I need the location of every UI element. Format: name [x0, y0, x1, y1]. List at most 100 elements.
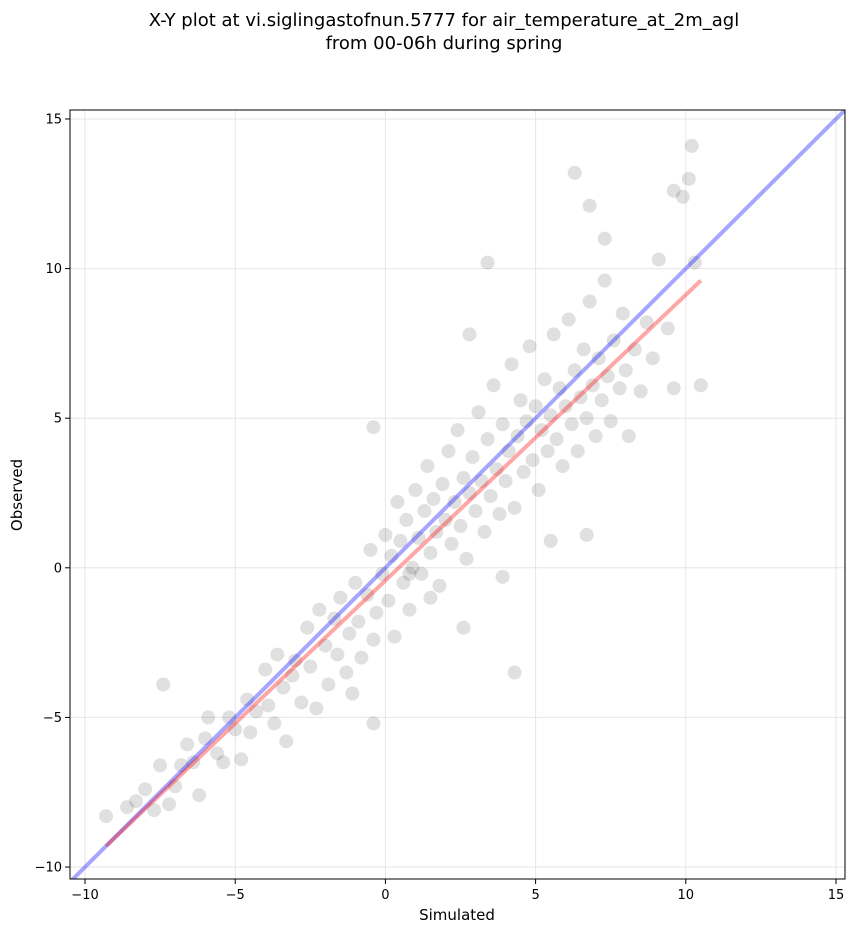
- data-point: [312, 602, 327, 617]
- data-point: [378, 527, 393, 542]
- data-point: [495, 417, 510, 432]
- data-point: [645, 351, 660, 366]
- data-point: [192, 788, 207, 803]
- data-point: [579, 411, 594, 426]
- data-point: [309, 701, 324, 716]
- data-point: [363, 542, 378, 557]
- data-point: [174, 758, 189, 773]
- data-point: [573, 390, 588, 405]
- data-point: [570, 444, 585, 459]
- data-point: [405, 560, 420, 575]
- data-point: [507, 500, 522, 515]
- y-axis-label: Observed: [8, 459, 26, 531]
- data-point: [585, 378, 600, 393]
- data-point: [534, 423, 549, 438]
- data-point: [603, 414, 618, 429]
- data-point: [468, 503, 483, 518]
- data-point: [618, 363, 633, 378]
- y-tick-label: 15: [45, 112, 62, 127]
- data-point: [597, 231, 612, 246]
- data-point: [552, 381, 567, 396]
- data-point: [459, 551, 474, 566]
- data-point: [432, 578, 447, 593]
- x-tick-label: 10: [678, 888, 695, 903]
- data-point: [438, 512, 453, 527]
- data-point: [414, 566, 429, 581]
- data-point: [666, 183, 681, 198]
- data-point: [387, 629, 402, 644]
- data-point: [294, 695, 309, 710]
- data-point: [366, 420, 381, 435]
- data-point: [615, 306, 630, 321]
- data-point: [483, 488, 498, 503]
- data-point: [381, 593, 396, 608]
- data-point: [222, 710, 237, 725]
- grid-lines: [70, 110, 845, 879]
- y-tick-label: −5: [43, 711, 62, 726]
- data-point: [564, 417, 579, 432]
- data-point: [417, 503, 432, 518]
- data-point: [567, 363, 582, 378]
- data-point: [399, 512, 414, 527]
- data-point: [456, 471, 471, 486]
- data-point: [210, 746, 225, 761]
- data-point: [423, 590, 438, 605]
- data-point: [408, 483, 423, 498]
- data-point: [684, 138, 699, 153]
- data-point: [498, 474, 513, 489]
- data-point: [258, 662, 273, 677]
- data-point: [582, 198, 597, 213]
- data-point: [456, 620, 471, 635]
- data-point: [597, 273, 612, 288]
- data-point: [528, 399, 543, 414]
- data-point: [567, 165, 582, 180]
- data-point: [234, 752, 249, 767]
- data-points: [99, 138, 708, 824]
- data-point: [411, 530, 426, 545]
- fit-line: [104, 279, 703, 848]
- data-point: [651, 252, 666, 267]
- data-point: [447, 494, 462, 509]
- data-point: [480, 255, 495, 270]
- data-point: [423, 545, 438, 560]
- data-point: [675, 189, 690, 204]
- data-point: [477, 524, 492, 539]
- data-point: [348, 575, 363, 590]
- data-point: [519, 414, 534, 429]
- data-point: [180, 737, 195, 752]
- data-point: [687, 255, 702, 270]
- data-point: [666, 381, 681, 396]
- data-point: [339, 665, 354, 680]
- data-point: [342, 626, 357, 641]
- data-point: [633, 384, 648, 399]
- data-point: [216, 755, 231, 770]
- x-tick-label: 5: [531, 888, 539, 903]
- data-point: [507, 665, 522, 680]
- data-point: [576, 342, 591, 357]
- x-axis-label: Simulated: [419, 906, 495, 924]
- data-point: [495, 569, 510, 584]
- data-point: [147, 803, 162, 818]
- data-point: [330, 647, 345, 662]
- data-point: [516, 465, 531, 480]
- data-point: [444, 536, 459, 551]
- data-point: [627, 342, 642, 357]
- reference-lines: [70, 110, 845, 879]
- data-point: [540, 444, 555, 459]
- data-point: [168, 779, 183, 794]
- data-point: [366, 716, 381, 731]
- data-point: [441, 444, 456, 459]
- x-tick-label: 0: [381, 888, 389, 903]
- y-tick-label: −10: [35, 861, 62, 876]
- data-point: [138, 782, 153, 797]
- data-point: [420, 459, 435, 474]
- data-point: [267, 716, 282, 731]
- data-point: [402, 602, 417, 617]
- data-point: [537, 372, 552, 387]
- data-point: [621, 429, 636, 444]
- data-point: [471, 405, 486, 420]
- data-point: [279, 734, 294, 749]
- data-point: [288, 653, 303, 668]
- data-point: [549, 432, 564, 447]
